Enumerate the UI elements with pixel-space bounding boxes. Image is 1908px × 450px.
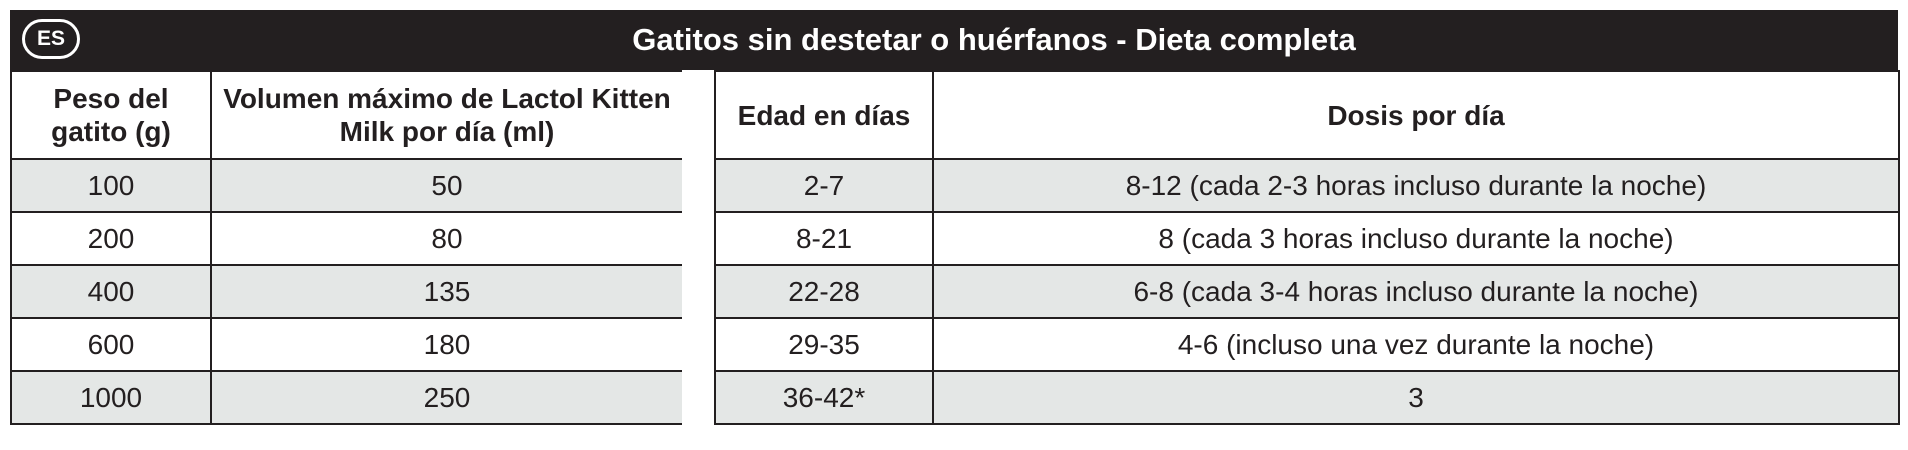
table-row: 600 180 [10, 317, 684, 372]
column-header-age: Edad en días [714, 70, 934, 160]
table-row: 8-21 8 (cada 3 horas incluso durante la … [714, 211, 1900, 266]
dose-cell: 3 [932, 370, 1900, 425]
table-row: 29-35 4-6 (incluso una vez durante la no… [714, 317, 1900, 372]
table-row: 36-42* 3 [714, 370, 1900, 425]
age-cell: 22-28 [714, 264, 934, 319]
volume-cell: 50 [210, 158, 684, 213]
weight-cell: 1000 [10, 370, 212, 425]
table-row: 400 135 [10, 264, 684, 319]
volume-cell: 250 [210, 370, 684, 425]
title-bar: ES Gatitos sin destetar o huérfanos - Di… [10, 10, 1898, 70]
column-header-weight: Peso del gatito (g) [10, 70, 212, 160]
volume-cell: 80 [210, 211, 684, 266]
column-header-volume: Volumen máximo de Lactol Kitten Milk por… [210, 70, 684, 160]
volume-cell: 135 [210, 264, 684, 319]
column-header-dose: Dosis por día [932, 70, 1900, 160]
table-header-row: Edad en días Dosis por día [714, 70, 1900, 160]
age-cell: 2-7 [714, 158, 934, 213]
weight-cell: 200 [10, 211, 212, 266]
age-cell: 8-21 [714, 211, 934, 266]
dose-cell: 4-6 (incluso una vez durante la noche) [932, 317, 1900, 372]
weight-cell: 400 [10, 264, 212, 319]
age-dose-table: Edad en días Dosis por día 2-7 8-12 (cad… [714, 70, 1900, 425]
weight-cell: 100 [10, 158, 212, 213]
volume-cell: 180 [210, 317, 684, 372]
table-row: 22-28 6-8 (cada 3-4 horas incluso durant… [714, 264, 1900, 319]
table-row: 200 80 [10, 211, 684, 266]
language-badge: ES [22, 19, 80, 59]
weight-volume-table: Peso del gatito (g) Volumen máximo de La… [10, 70, 684, 425]
dose-cell: 8 (cada 3 horas incluso durante la noche… [932, 211, 1900, 266]
age-cell: 36-42* [714, 370, 934, 425]
table-row: 1000 250 [10, 370, 684, 425]
dose-cell: 6-8 (cada 3-4 horas incluso durante la n… [932, 264, 1900, 319]
table-header-row: Peso del gatito (g) Volumen máximo de La… [10, 70, 684, 160]
table-row: 100 50 [10, 158, 684, 213]
dose-cell: 8-12 (cada 2-3 horas incluso durante la … [932, 158, 1900, 213]
weight-cell: 600 [10, 317, 212, 372]
age-cell: 29-35 [714, 317, 934, 372]
table-separator [682, 70, 714, 438]
page-title: Gatitos sin destetar o huérfanos - Dieta… [632, 22, 1356, 57]
table-row: 2-7 8-12 (cada 2-3 horas incluso durante… [714, 158, 1900, 213]
